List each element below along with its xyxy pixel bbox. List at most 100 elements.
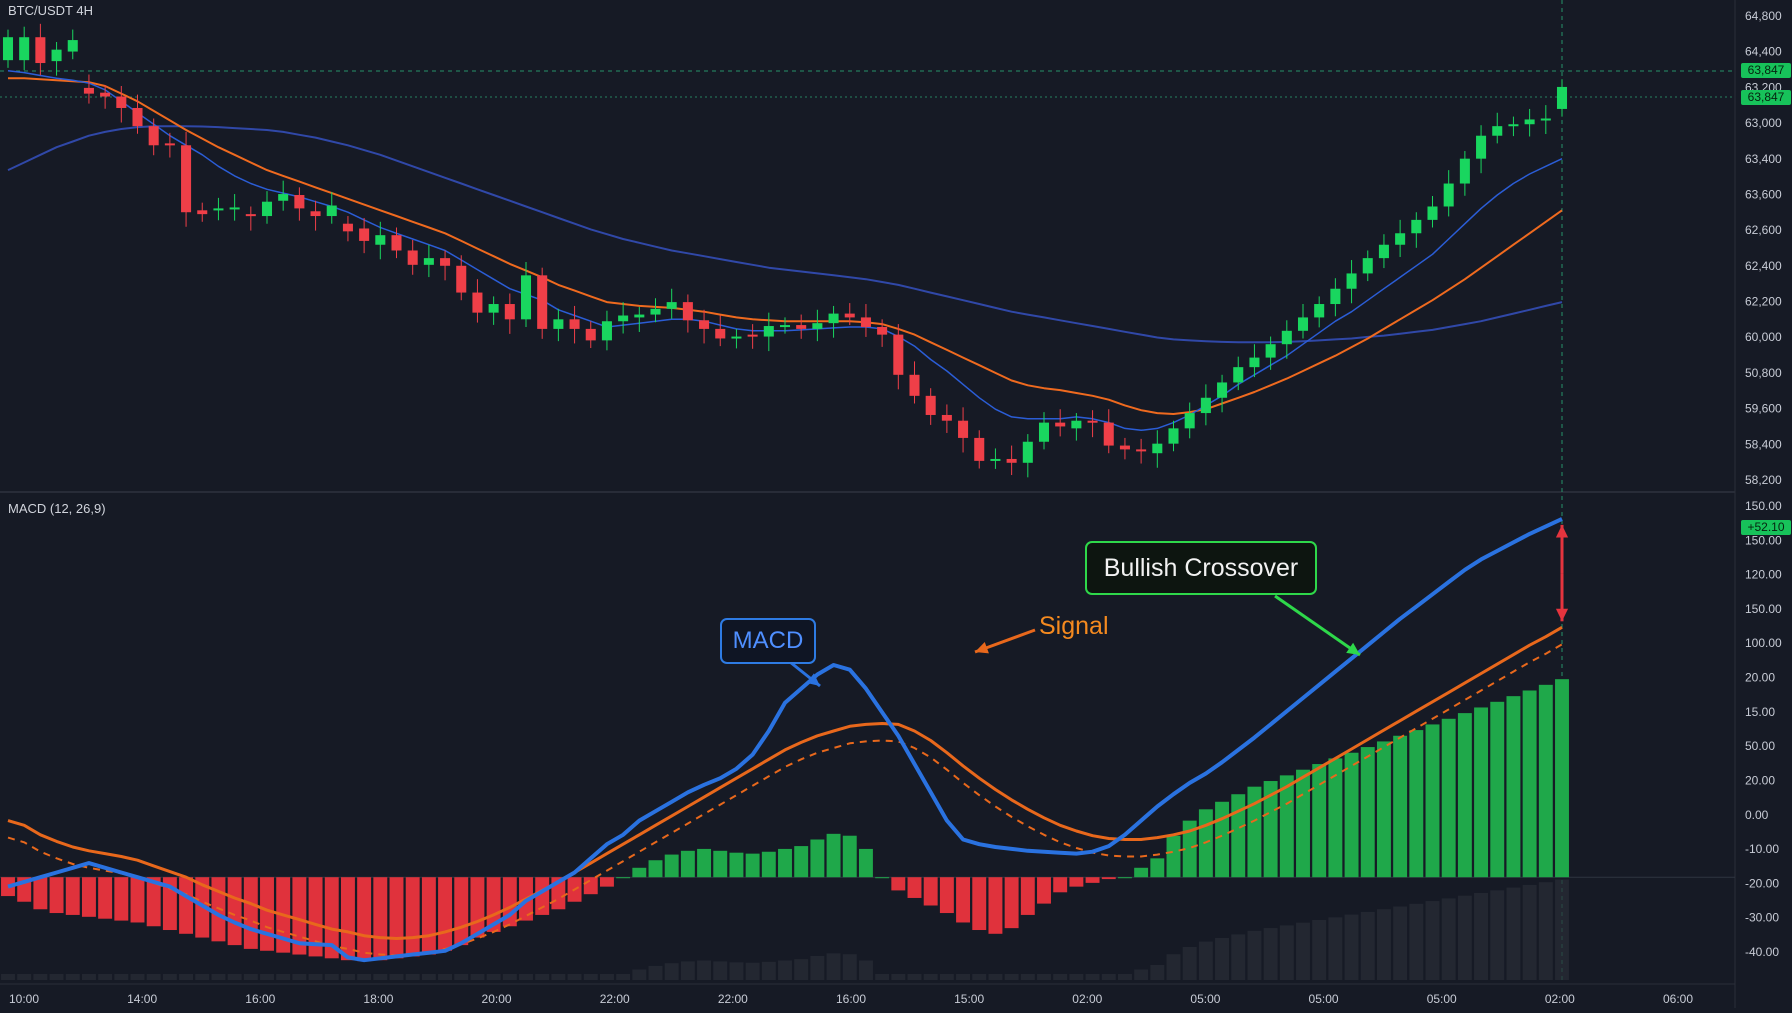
macd-histogram-bar <box>1522 690 1537 878</box>
candle-body <box>1103 422 1114 446</box>
price-axis-label: 63,000 <box>1745 116 1782 130</box>
macd-line <box>7 517 1563 963</box>
symbol-title: BTC/USDT 4H <box>8 3 93 18</box>
macd-histogram-bar <box>1 877 15 897</box>
macd-pane[interactable] <box>1 517 1569 980</box>
volume-ghost-bar <box>1360 911 1375 980</box>
macd-histogram-bar <box>1247 786 1262 878</box>
volume-ghost-bar <box>956 974 971 980</box>
volume-ghost-bar <box>195 974 210 980</box>
volume-ghost-bar <box>114 974 129 980</box>
candle-body <box>877 326 888 335</box>
macd-histogram-bar <box>1393 735 1408 878</box>
volume-ghost-bar <box>551 974 566 980</box>
volume-ghost-bar <box>1101 974 1116 980</box>
macd-histogram-bar <box>988 877 1003 934</box>
volume-ghost-bar <box>1506 887 1521 980</box>
candle-body <box>181 145 192 213</box>
bid-price-tag: 63,847 <box>1741 90 1791 105</box>
price-axis-label: 59,600 <box>1745 402 1782 416</box>
time-axis-label: 16:00 <box>245 992 275 1006</box>
candle-body <box>1249 357 1260 368</box>
candle-body <box>278 194 289 201</box>
volume-ghost-bar <box>1441 898 1456 980</box>
volume-ghost-bar <box>1296 922 1310 980</box>
candle-body <box>1200 397 1211 414</box>
macd-histogram-bar <box>664 854 679 878</box>
volume-ghost-bar <box>227 974 242 980</box>
macd-histogram-bar <box>1020 877 1035 915</box>
volume-ghost-bar <box>454 974 469 980</box>
candle-body <box>2 37 14 61</box>
volume-ghost-bar <box>1247 930 1262 980</box>
volume-ghost-bar <box>1182 947 1197 980</box>
macd-histogram-bar <box>826 833 841 878</box>
volume-ghost-bar <box>470 974 485 980</box>
macd-axis-label: 20.00 <box>1745 773 1775 787</box>
volume-ghost-bar <box>939 974 954 980</box>
macd-axis-label: 0.00 <box>1745 808 1769 822</box>
volume-ghost-bar <box>389 974 404 980</box>
candle-body <box>132 107 143 127</box>
signal-dashed-line <box>7 643 1563 957</box>
macd-histogram-bar <box>1555 679 1569 878</box>
macd-histogram-bar <box>65 877 80 915</box>
candle-body <box>974 437 985 461</box>
volume-ghost-bar <box>308 974 323 980</box>
volume-ghost-bar <box>1393 906 1408 980</box>
time-axis-label: 22:00 <box>600 992 630 1006</box>
volume-ghost-bar <box>1037 974 1051 980</box>
candle-body <box>1071 420 1082 429</box>
volume-ghost-bar <box>33 974 48 980</box>
macd-title: MACD (12, 26,9) <box>8 501 106 516</box>
volume-ghost-bar <box>761 961 776 980</box>
macd-axis-label: -30.00 <box>1745 911 1779 925</box>
volume-ghost-bar <box>340 974 355 980</box>
price-pane[interactable] <box>2 23 1568 478</box>
candle-body <box>1443 183 1454 207</box>
volume-ghost-bar <box>1376 909 1391 980</box>
macd-histogram-bar <box>858 848 873 878</box>
macd-histogram-bar <box>98 877 113 919</box>
volume-ghost-bar <box>1474 893 1489 980</box>
macd-axis-label: 20.00 <box>1745 671 1775 685</box>
volume-ghost-bar <box>276 974 291 980</box>
macd-histogram-bar <box>421 877 436 955</box>
candle-body <box>261 201 273 217</box>
candle-body <box>715 328 726 339</box>
candle-body <box>747 334 758 337</box>
macd-histogram-bar <box>1150 858 1165 878</box>
volume-ghost-bar <box>826 953 841 980</box>
candle-body <box>1168 428 1179 444</box>
macd-axis-label: -10.00 <box>1745 842 1779 856</box>
macd-histogram-bar <box>1328 758 1343 878</box>
macd-axis-label: 15.00 <box>1745 705 1775 719</box>
volume-ghost-bar <box>1312 920 1327 980</box>
macd-histogram-bar <box>227 877 242 946</box>
volume-ghost-bar <box>648 965 663 980</box>
macd-histogram-bar <box>842 835 857 878</box>
volume-ghost-bar <box>778 960 792 980</box>
time-axis-label: 05:00 <box>1427 992 1457 1006</box>
volume-ghost-bar <box>1279 925 1294 980</box>
macd-axis-label: -20.00 <box>1745 876 1779 890</box>
time-axis-label: 22:00 <box>718 992 748 1006</box>
macd-histogram-bar <box>81 877 96 917</box>
time-axis-label: 05:00 <box>1309 992 1339 1006</box>
candle-body <box>1038 422 1050 442</box>
ema-fast-line <box>7 69 1563 432</box>
time-axis-label: 20:00 <box>482 992 512 1006</box>
macd-histogram-bar <box>1409 730 1424 878</box>
price-axis-label: 64,800 <box>1745 9 1782 23</box>
price-axis-label: 63,400 <box>1745 152 1782 166</box>
volume-ghost-bar <box>1538 882 1553 980</box>
volume-ghost-bar <box>1198 941 1213 980</box>
macd-histogram-bar <box>745 853 760 878</box>
candle-body <box>1362 258 1373 274</box>
macd-histogram-bar <box>389 877 404 959</box>
time-axis-label: 18:00 <box>363 992 393 1006</box>
candle-body <box>585 328 596 341</box>
spread-arrow-up-head <box>1555 524 1569 538</box>
